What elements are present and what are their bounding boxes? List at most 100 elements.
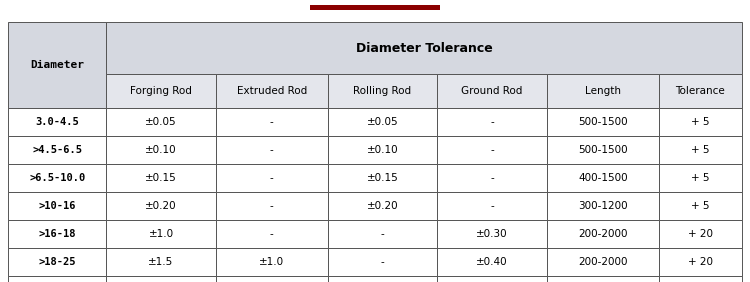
Text: 3.0-4.5: 3.0-4.5 [35,117,79,127]
Bar [547,74,658,108]
Text: -: - [270,173,274,183]
Bar [437,74,547,108]
Bar [658,136,742,164]
Text: ±0.15: ±0.15 [146,173,177,183]
Bar [328,136,437,164]
Text: Diameter Tolerance: Diameter Tolerance [356,41,493,54]
Bar [8,22,106,108]
Text: ±0.30: ±0.30 [476,229,508,239]
Bar [106,164,216,192]
Bar [106,192,216,220]
Text: 400-1500: 400-1500 [578,173,628,183]
Bar [547,192,658,220]
Text: + 5: + 5 [692,117,709,127]
Bar [216,248,328,276]
Text: -: - [270,145,274,155]
Bar [547,248,658,276]
Bar [328,192,437,220]
Text: >6.5-10.0: >6.5-10.0 [29,173,86,183]
Text: ±0.20: ±0.20 [146,201,177,211]
Text: Length: Length [585,86,621,96]
Bar [106,108,216,136]
Text: 200-2000: 200-2000 [578,257,628,267]
Bar [106,248,216,276]
Bar [437,248,547,276]
Text: -: - [270,229,274,239]
Bar [658,108,742,136]
Text: -: - [270,117,274,127]
Text: + 5: + 5 [692,173,709,183]
Bar [437,164,547,192]
Bar [8,136,106,164]
Text: -: - [381,229,385,239]
Bar [216,74,328,108]
Bar [328,248,437,276]
Bar [547,164,658,192]
Bar [328,164,437,192]
Text: -: - [490,173,494,183]
Bar [328,276,437,282]
Bar [8,248,106,276]
Bar [547,136,658,164]
Text: >10-16: >10-16 [38,201,76,211]
Bar [328,74,437,108]
Text: -: - [381,257,385,267]
Bar [547,108,658,136]
Bar [658,220,742,248]
Bar [106,74,216,108]
Text: Forging Rod: Forging Rod [130,86,192,96]
Bar [547,276,658,282]
Text: ±0.05: ±0.05 [146,117,177,127]
Text: -: - [490,201,494,211]
Bar [437,220,547,248]
Bar [106,276,216,282]
Bar [437,108,547,136]
Text: ±1.5: ±1.5 [148,257,174,267]
Text: + 20: + 20 [688,257,713,267]
Text: ±1.0: ±1.0 [260,257,284,267]
Bar [8,276,106,282]
Text: -: - [490,117,494,127]
Bar [216,192,328,220]
Text: -: - [270,201,274,211]
Text: Tolerance: Tolerance [676,86,725,96]
Bar [216,276,328,282]
Text: + 20: + 20 [688,229,713,239]
Bar [216,164,328,192]
Text: >18-25: >18-25 [38,257,76,267]
Text: Extruded Rod: Extruded Rod [237,86,307,96]
Bar [437,192,547,220]
Bar [8,220,106,248]
Text: 500-1500: 500-1500 [578,145,628,155]
Text: 500-1500: 500-1500 [578,117,628,127]
Text: 200-2000: 200-2000 [578,229,628,239]
Bar [8,164,106,192]
Text: Rolling Rod: Rolling Rod [353,86,412,96]
Bar [328,108,437,136]
Text: ±0.05: ±0.05 [367,117,398,127]
Bar [310,5,440,10]
Text: >16-18: >16-18 [38,229,76,239]
Text: Ground Rod: Ground Rod [461,86,523,96]
Bar [216,108,328,136]
Bar [216,220,328,248]
Bar [658,276,742,282]
Text: ±1.0: ±1.0 [148,229,174,239]
Bar [437,136,547,164]
Bar [106,22,742,74]
Text: >4.5-6.5: >4.5-6.5 [32,145,82,155]
Bar [8,108,106,136]
Text: + 5: + 5 [692,145,709,155]
Bar [658,74,742,108]
Bar [216,136,328,164]
Bar [106,136,216,164]
Bar [8,192,106,220]
Bar [658,164,742,192]
Text: ±0.15: ±0.15 [367,173,398,183]
Text: Diameter: Diameter [30,60,84,70]
Text: 300-1200: 300-1200 [578,201,628,211]
Bar [658,248,742,276]
Text: ±0.40: ±0.40 [476,257,508,267]
Bar [547,220,658,248]
Text: + 5: + 5 [692,201,709,211]
